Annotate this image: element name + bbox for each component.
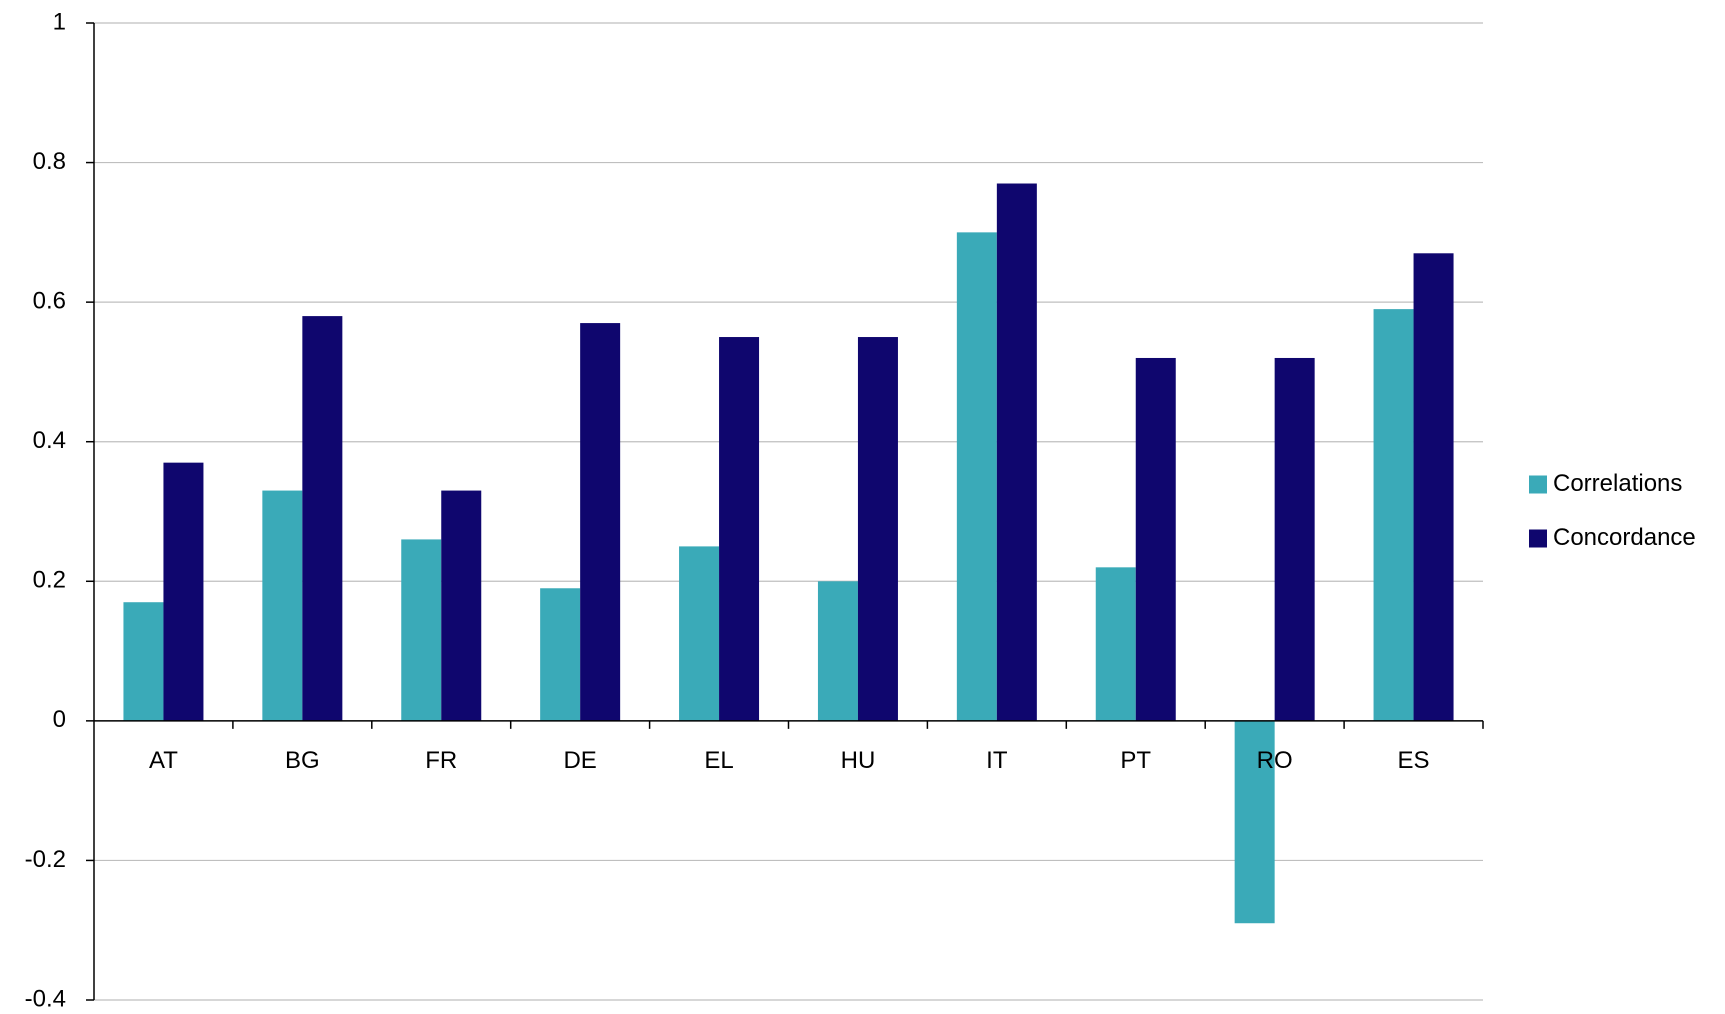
y-tick-label: 0.2	[33, 567, 66, 594]
bar	[262, 490, 303, 721]
x-tick-label: BG	[285, 747, 320, 774]
legend-swatch	[1529, 529, 1547, 548]
bar	[580, 323, 621, 721]
x-tick-label: RO	[1257, 747, 1293, 774]
bar	[719, 337, 760, 721]
x-tick-label: ES	[1398, 747, 1430, 774]
bar	[401, 539, 442, 721]
y-tick-label: 1	[53, 8, 66, 35]
y-tick-label: 0.4	[33, 427, 66, 454]
bar	[123, 602, 164, 721]
bar	[1373, 309, 1414, 721]
bar	[1095, 567, 1136, 721]
bar	[679, 546, 720, 721]
x-tick-label: IT	[986, 747, 1008, 774]
bar	[163, 462, 204, 721]
bar	[1234, 720, 1275, 924]
y-tick-label: 0	[53, 706, 66, 733]
y-tick-label: -0.4	[25, 985, 66, 1012]
bar	[1413, 253, 1454, 721]
legend-swatch	[1529, 475, 1547, 494]
y-tick-label: -0.2	[25, 846, 66, 873]
bar	[1274, 357, 1315, 721]
bar	[302, 316, 343, 721]
legend-label: Correlations	[1553, 470, 1682, 497]
x-tick-label: FR	[425, 747, 457, 774]
bar	[996, 183, 1037, 721]
bar	[441, 490, 482, 721]
bar	[956, 232, 997, 721]
bar	[1135, 357, 1176, 721]
legend-label: Concordance	[1553, 524, 1696, 551]
x-tick-label: EL	[704, 747, 733, 774]
x-tick-label: PT	[1120, 747, 1151, 774]
y-tick-label: 0.6	[33, 287, 66, 314]
x-tick-label: DE	[563, 747, 596, 774]
x-tick-label: AT	[149, 747, 178, 774]
bar	[857, 337, 898, 721]
y-tick-label: 0.8	[33, 148, 66, 175]
x-tick-label: HU	[841, 747, 876, 774]
bar	[540, 588, 581, 721]
bar	[817, 581, 858, 721]
